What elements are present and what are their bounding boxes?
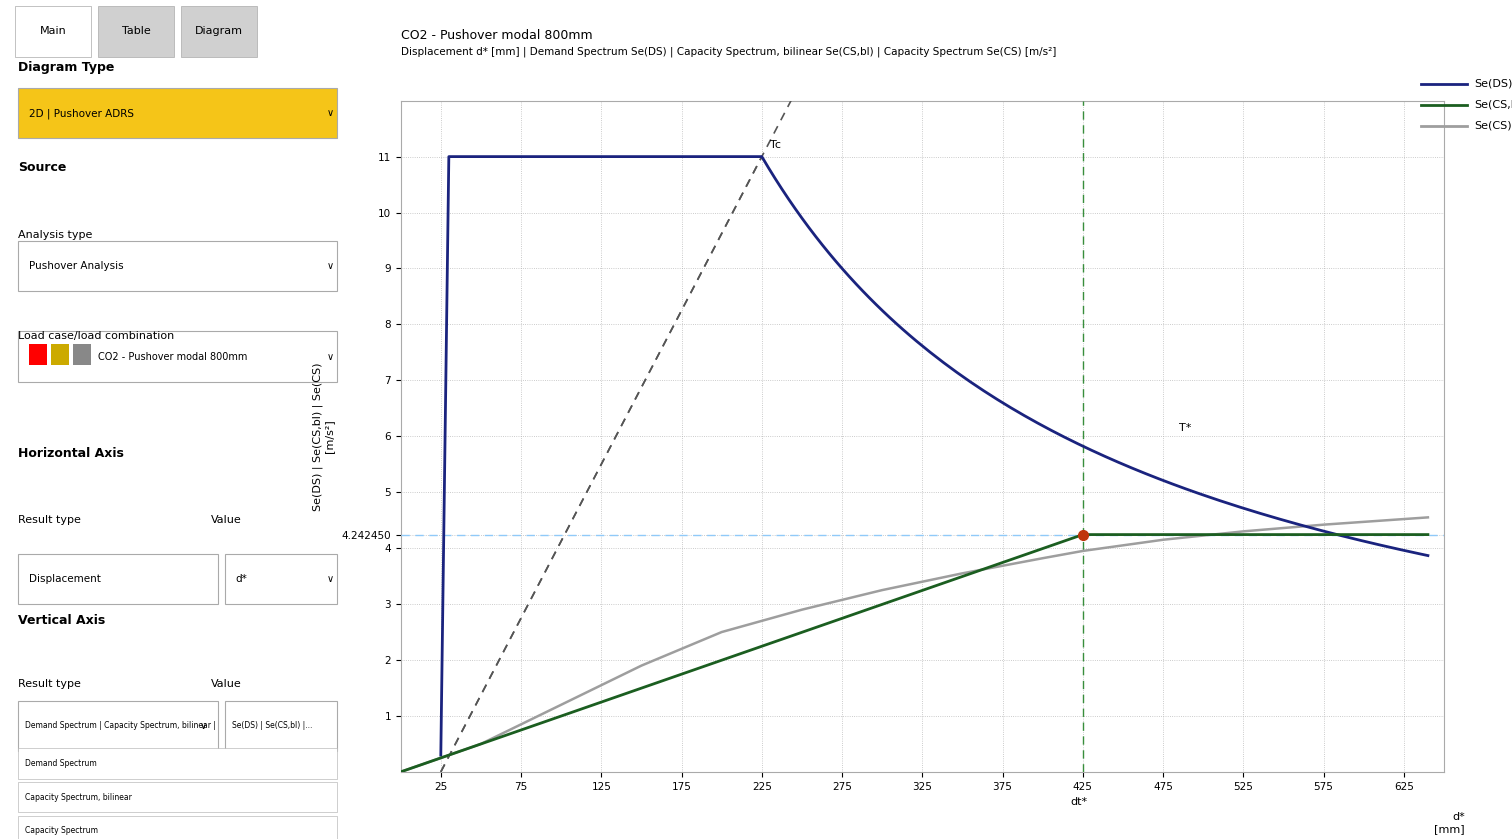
Text: CO2 - Pushover modal 800mm: CO2 - Pushover modal 800mm xyxy=(401,29,593,42)
Text: Se(DS): Se(DS) xyxy=(1474,79,1512,89)
Bar xyxy=(18,816,337,839)
Text: Result type: Result type xyxy=(18,515,82,525)
Text: Displacement d* [mm] | Demand Spectrum Se(DS) | Capacity Spectrum, bilinear Se(C: Displacement d* [mm] | Demand Spectrum S… xyxy=(401,46,1055,57)
Text: Analysis type: Analysis type xyxy=(18,230,92,240)
Text: Horizontal Axis: Horizontal Axis xyxy=(18,446,124,460)
Text: Capacity Spectrum, bilinear: Capacity Spectrum, bilinear xyxy=(26,793,132,801)
Text: Result type: Result type xyxy=(18,679,82,689)
Text: Vertical Axis: Vertical Axis xyxy=(18,614,106,628)
X-axis label: d*
[mm]: d* [mm] xyxy=(1435,812,1465,834)
Bar xyxy=(29,344,47,365)
Bar xyxy=(98,7,174,57)
Text: Se(DS) | Se(CS,bl) |...: Se(DS) | Se(CS,bl) |... xyxy=(233,722,313,730)
Bar xyxy=(18,241,337,291)
Bar xyxy=(181,7,257,57)
Text: 2D | Pushover ADRS: 2D | Pushover ADRS xyxy=(29,108,135,118)
Bar xyxy=(225,701,337,751)
Text: Se(CS,bl): Se(CS,bl) xyxy=(1474,100,1512,110)
Text: Diagram: Diagram xyxy=(195,27,243,36)
Bar xyxy=(73,344,91,365)
Text: CO2 - Pushover modal 800mm: CO2 - Pushover modal 800mm xyxy=(98,352,248,362)
Text: Pushover Analysis: Pushover Analysis xyxy=(29,261,124,271)
Bar xyxy=(15,7,91,57)
Text: Capacity Spectrum: Capacity Spectrum xyxy=(26,826,98,835)
Bar xyxy=(18,88,337,138)
Text: Demand Spectrum | Capacity Spectrum, bilinear |: Demand Spectrum | Capacity Spectrum, bil… xyxy=(26,722,216,730)
Text: Diagram Type: Diagram Type xyxy=(18,60,115,74)
Bar xyxy=(18,331,337,382)
Text: Load case/load combination: Load case/load combination xyxy=(18,331,174,341)
Bar xyxy=(225,554,337,604)
Text: dt*: dt* xyxy=(1070,797,1087,807)
Text: Value: Value xyxy=(210,515,242,525)
Text: d*: d* xyxy=(236,574,248,584)
Text: Source: Source xyxy=(18,161,67,175)
Y-axis label: Se(DS) | Se(CS,bl) | Se(CS)
[m/s²]: Se(DS) | Se(CS,bl) | Se(CS) [m/s²] xyxy=(313,362,334,510)
Text: Table: Table xyxy=(121,27,151,36)
Text: Tc: Tc xyxy=(770,140,780,150)
Text: Main: Main xyxy=(39,27,67,36)
Text: Value: Value xyxy=(210,679,242,689)
Text: T*: T* xyxy=(1179,423,1191,433)
Bar xyxy=(51,344,70,365)
Text: ∨: ∨ xyxy=(327,352,334,362)
Text: Se(CS): Se(CS) xyxy=(1474,121,1512,131)
Bar xyxy=(18,782,337,812)
Text: Demand Spectrum: Demand Spectrum xyxy=(26,759,97,768)
Text: ∨: ∨ xyxy=(327,108,334,118)
Bar xyxy=(18,701,218,751)
Text: Displacement: Displacement xyxy=(29,574,101,584)
Bar xyxy=(18,554,218,604)
Text: ∨: ∨ xyxy=(327,574,334,584)
Text: ∨: ∨ xyxy=(327,261,334,271)
Bar xyxy=(18,748,337,779)
Text: ∨: ∨ xyxy=(200,721,207,731)
